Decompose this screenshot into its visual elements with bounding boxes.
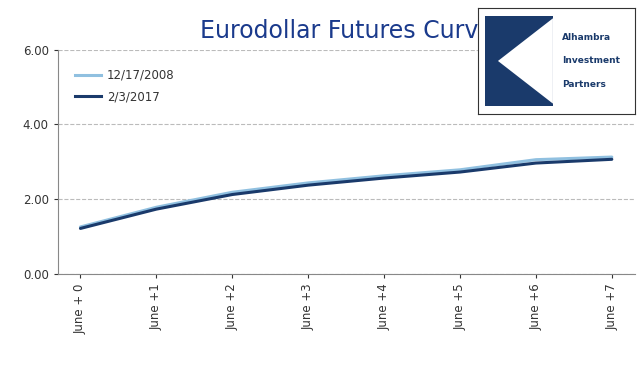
FancyBboxPatch shape bbox=[485, 16, 553, 106]
Text: Investment: Investment bbox=[562, 56, 620, 66]
Text: Alhambra: Alhambra bbox=[562, 33, 612, 42]
Title: Eurodollar Futures Curve: Eurodollar Futures Curve bbox=[200, 19, 492, 43]
Polygon shape bbox=[498, 18, 553, 104]
Legend: 12/17/2008, 2/3/2017: 12/17/2008, 2/3/2017 bbox=[75, 69, 174, 103]
Text: Partners: Partners bbox=[562, 80, 606, 89]
